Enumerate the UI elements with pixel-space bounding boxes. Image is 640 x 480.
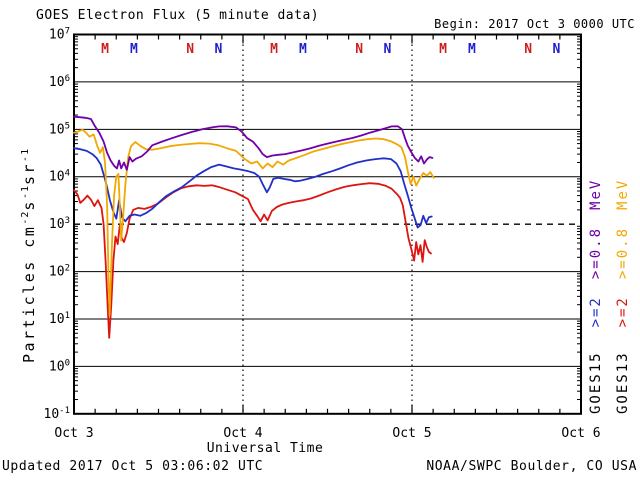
y-tick-label: 101	[49, 311, 70, 327]
series-goes15-2-mev	[73, 147, 433, 229]
plot-frame	[73, 33, 582, 415]
legend-goes13-mev: MeV	[615, 178, 631, 210]
x-day-label: Oct 4	[223, 426, 262, 441]
y-tick-label: 105	[49, 121, 70, 137]
legend-goes13-ge08: >=0.8	[615, 226, 631, 280]
marker-N: N	[355, 42, 363, 57]
y-tick-label: 103	[49, 216, 70, 232]
x-day-label: Oct 3	[54, 426, 93, 441]
y-tick-label: 102	[49, 264, 70, 280]
y-tick-label: 106	[49, 74, 70, 90]
marker-M: M	[101, 42, 109, 57]
updated-timestamp: Updated 2017 Oct 5 03:06:02 UTC	[2, 459, 264, 474]
marker-N: N	[524, 42, 532, 57]
y-tick-label: 107	[49, 27, 70, 43]
marker-M: M	[299, 42, 307, 57]
begin-timestamp: Begin: 2017 Oct 3 0000 UTC	[434, 17, 635, 31]
legend-goes15: GOES15 >=2 >=0.8 MeV	[588, 179, 604, 414]
legend-goes15-ge08: >=0.8	[588, 226, 604, 280]
x-day-label: Oct 5	[392, 426, 431, 441]
legend-goes13: GOES13 >=2 >=0.8 MeV	[615, 179, 631, 414]
legend-goes13-ge2: >=2	[615, 296, 631, 328]
x-day-label: Oct 6	[561, 426, 600, 441]
y-tick-label: 100	[49, 358, 70, 374]
page-title: GOES Electron Flux (5 minute data)	[36, 8, 320, 23]
legend-goes15-satellite: GOES15	[588, 351, 604, 414]
marker-M: M	[130, 42, 138, 57]
marker-N: N	[214, 42, 222, 57]
y-tick-label: 10-1	[44, 406, 71, 422]
marker-N: N	[186, 42, 194, 57]
x-axis-label: Universal Time	[206, 441, 324, 456]
series-goes15-0-8-mev	[73, 115, 434, 171]
marker-N: N	[383, 42, 391, 57]
series-goes13-2-mev	[73, 182, 432, 339]
marker-M: M	[270, 42, 278, 57]
legend-goes15-mev: MeV	[588, 178, 604, 210]
credit-text: NOAA/SWPC Boulder, CO USA	[426, 459, 637, 474]
marker-M: M	[468, 42, 476, 57]
marker-N: N	[552, 42, 560, 57]
legend-goes13-satellite: GOES13	[615, 351, 631, 414]
y-tick-label: 104	[49, 169, 70, 185]
marker-M: M	[439, 42, 447, 57]
series-goes13-0-8-mev	[73, 128, 435, 317]
legend-goes15-ge2: >=2	[588, 296, 604, 328]
